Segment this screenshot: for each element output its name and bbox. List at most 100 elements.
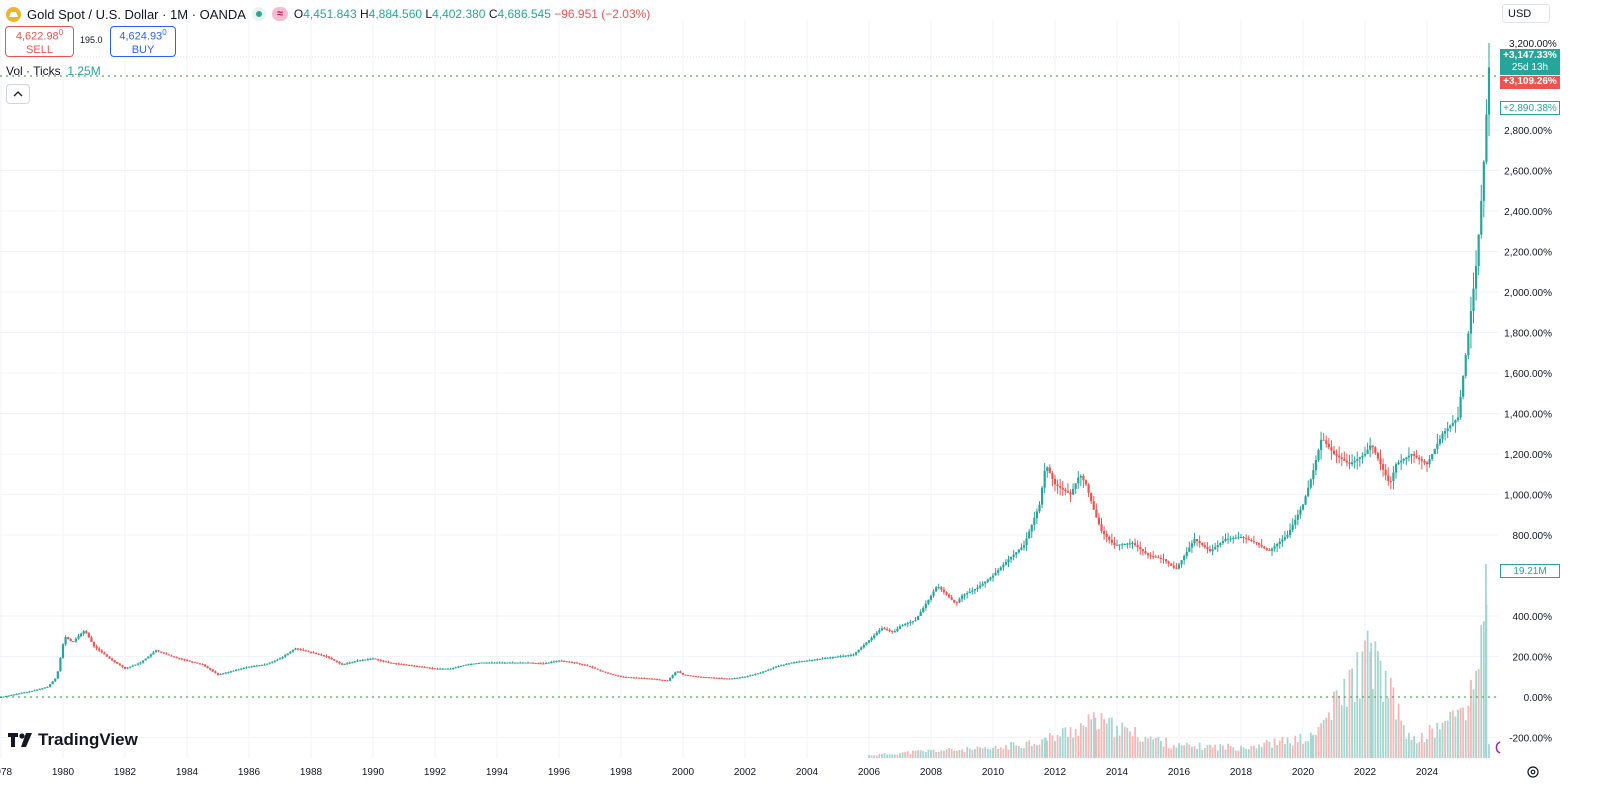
candle-body [1237, 537, 1240, 539]
volume-bar [1152, 739, 1155, 758]
volume-bar [1340, 705, 1343, 758]
candle-body [692, 675, 695, 677]
candle-body [415, 665, 419, 667]
candle-body [743, 676, 747, 678]
candle-body [1048, 467, 1051, 474]
candle-body [834, 656, 837, 658]
candle-body [25, 691, 28, 693]
volume-bar [870, 755, 873, 758]
candle-body [1157, 557, 1160, 559]
candle-body [940, 587, 943, 590]
volume-bar [893, 754, 896, 758]
candle-body [1356, 459, 1359, 461]
candle-body [423, 666, 426, 668]
volume-bar [1312, 734, 1315, 758]
volume-bar [1343, 678, 1346, 758]
candle-body [1348, 462, 1351, 465]
volume-bar [1444, 720, 1446, 758]
volume-bar [943, 750, 945, 758]
candle-body [467, 664, 470, 666]
candle-body [470, 663, 473, 665]
candle-body [358, 660, 362, 662]
volume-bar [1033, 744, 1036, 758]
candle-body [1090, 492, 1093, 502]
candle-body [1180, 560, 1183, 565]
volume-bar [953, 750, 956, 758]
candle-body [180, 658, 183, 660]
tradingview-logo[interactable]: TradingView [8, 730, 138, 750]
candle-body [201, 663, 204, 665]
volume-legend[interactable]: Vol · Ticks 1.25M [6, 64, 101, 78]
candle-body [542, 663, 545, 665]
candle-body [997, 570, 1000, 573]
candle-body [715, 677, 718, 679]
sell-button[interactable]: 4,622.980 SELL [5, 26, 74, 57]
candle-body [689, 675, 692, 677]
candle-body [687, 675, 690, 677]
candle-body [498, 662, 501, 664]
candle-body [746, 676, 749, 678]
tradingview-logo-icon [8, 733, 32, 747]
candle-body [728, 678, 731, 680]
candle-body [1059, 486, 1062, 488]
candle-body [17, 693, 21, 695]
symbol-title[interactable]: Gold Spot / U.S. Dollar · 1M · OANDA [27, 6, 246, 22]
volume-bar [1304, 741, 1307, 758]
buy-button[interactable]: 4,624.930 BUY [110, 26, 176, 57]
candle-body [454, 667, 457, 669]
candle-body [1353, 460, 1356, 463]
candle-body [1226, 538, 1230, 540]
candle-body [121, 665, 124, 667]
volume-bar [1129, 731, 1131, 758]
y-tick-label: 400.00% [1513, 612, 1553, 623]
candle-body [408, 664, 411, 666]
volume-bar [883, 752, 886, 758]
candle-body [281, 656, 284, 659]
candle-body [1097, 517, 1101, 525]
candle-body [1242, 537, 1245, 539]
volume-bar [1480, 625, 1483, 758]
gear-icon[interactable] [1525, 764, 1541, 780]
candle-body [129, 666, 132, 668]
candle-body [723, 678, 726, 680]
candle-body [1133, 543, 1137, 546]
candle-body [1022, 545, 1026, 548]
candle-body [1371, 445, 1374, 448]
candle-body [320, 654, 323, 656]
candle-body [1201, 543, 1204, 546]
candle-body [1015, 552, 1018, 555]
candle-body [973, 589, 977, 591]
volume-bar [963, 752, 966, 758]
event-marker-icon[interactable] [1492, 741, 1502, 754]
volume-bar [1284, 743, 1286, 758]
candle-body [653, 678, 656, 680]
candle-body [1232, 538, 1235, 540]
volume-bar [1426, 738, 1428, 758]
candle-body [761, 671, 765, 673]
candle-body [188, 660, 191, 662]
currency-button[interactable]: USD [1502, 4, 1550, 23]
volume-bar [888, 753, 891, 758]
volume-bar [1219, 744, 1222, 758]
candle-body [581, 663, 584, 665]
candle-body [1361, 455, 1364, 458]
candle-body [922, 607, 925, 612]
x-tick-label: 2016 [1168, 767, 1191, 778]
volume-bar [1043, 737, 1046, 758]
collapse-legend-button[interactable] [6, 84, 30, 104]
y-tick-label: 1,000.00% [1504, 491, 1552, 502]
candle-body [118, 663, 121, 666]
candle-body [1046, 467, 1049, 471]
wave-icon[interactable]: ≈ [271, 7, 288, 21]
candle-body [343, 663, 346, 665]
candle-body [214, 671, 217, 674]
candle-body [798, 661, 801, 663]
market-status-icon[interactable] [251, 7, 266, 21]
volume-bar [1201, 749, 1204, 758]
candle-body [606, 672, 610, 674]
candle-body [720, 678, 723, 680]
candle-body [92, 641, 96, 647]
candle-body [43, 687, 47, 689]
candle-body [402, 664, 406, 666]
